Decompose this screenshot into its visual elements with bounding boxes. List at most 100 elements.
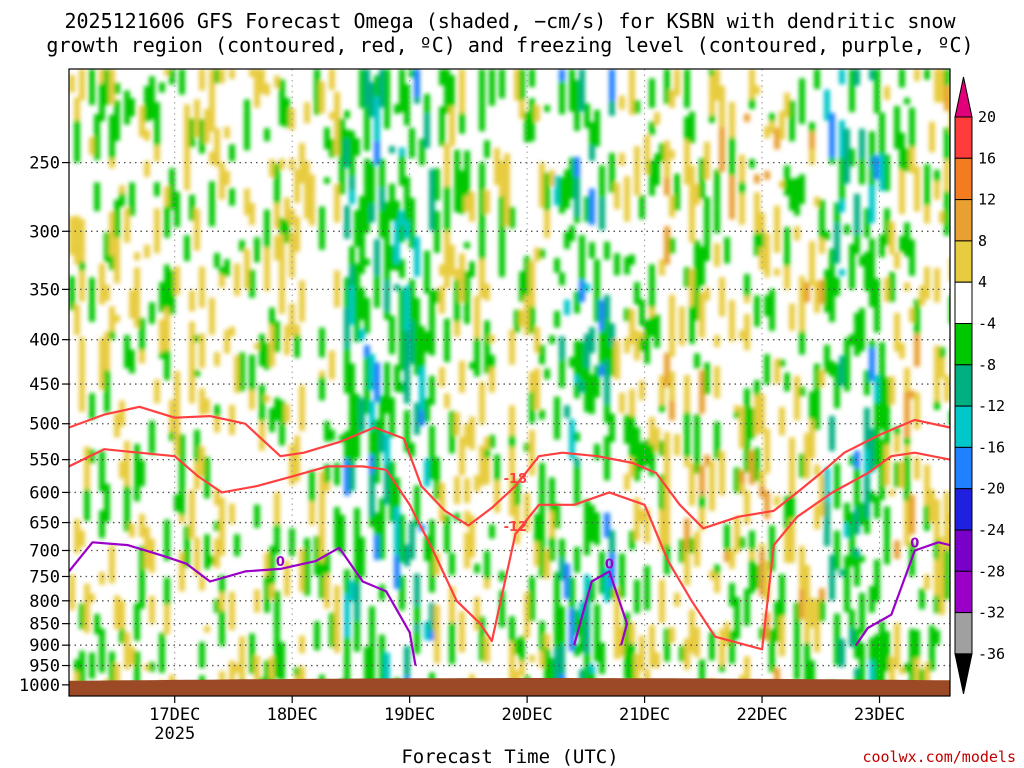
omega-cell — [669, 310, 675, 341]
colorbar-segment-2 — [954, 199, 973, 242]
omega-cell — [624, 308, 630, 322]
omega-cell — [409, 521, 415, 560]
omega-cell — [699, 292, 705, 339]
contour-lines: -18 -12 0 0 0 — [69, 405, 950, 666]
omega-cell — [194, 370, 200, 377]
omega-cell — [384, 652, 390, 695]
omega-cell — [79, 650, 85, 693]
omega-cell — [459, 611, 465, 653]
omega-cell — [544, 549, 550, 579]
omega-cell — [794, 375, 800, 421]
omega-cell — [584, 621, 590, 654]
omega-cell — [439, 367, 445, 387]
omega-cell — [374, 96, 380, 141]
omega-cell — [269, 159, 275, 178]
omega-cell — [904, 437, 910, 446]
omega-cell — [384, 238, 390, 281]
omega-cell — [779, 359, 785, 367]
omega-cell — [714, 564, 720, 575]
omega-cell — [759, 393, 765, 434]
omega-cell — [524, 256, 530, 296]
omega-cell — [869, 238, 875, 251]
omega-cell — [434, 552, 440, 576]
omega-cell — [479, 191, 485, 229]
omega-cell — [619, 152, 625, 166]
omega-cell — [254, 237, 260, 263]
omega-cell — [399, 147, 405, 156]
omega-cell — [89, 277, 95, 322]
omega-cell — [244, 188, 250, 216]
omega-cell — [294, 334, 300, 358]
omega-cell — [599, 642, 605, 675]
omega-cell — [584, 367, 590, 413]
omega-cell — [814, 404, 820, 430]
omega-cell — [554, 396, 560, 440]
colorbar-segment-1 — [954, 157, 973, 201]
omega-cell — [229, 144, 235, 162]
omega-cell — [269, 584, 275, 600]
omega-cell — [304, 180, 310, 220]
omega-cell — [119, 460, 125, 479]
x-tick-label-1: 18DEC — [267, 705, 318, 725]
omega-cell — [339, 118, 345, 161]
omega-cell — [474, 295, 480, 338]
omega-cell — [364, 258, 370, 266]
omega-cell — [574, 340, 580, 362]
omega-cell — [719, 85, 725, 128]
omega-cell — [89, 393, 95, 401]
omega-cell — [164, 350, 170, 381]
omega-cell — [574, 80, 580, 124]
omega-cell — [219, 497, 225, 538]
omega-cell — [544, 105, 550, 112]
omega-cell — [889, 221, 895, 240]
omega-cell — [329, 612, 335, 648]
omega-cell — [289, 444, 295, 486]
omega-cell — [334, 507, 340, 550]
omega-cell — [479, 381, 485, 425]
omega-cell — [324, 464, 330, 483]
omega-cell — [159, 281, 165, 303]
omega-cell — [844, 523, 850, 538]
omega-cell — [219, 610, 225, 646]
omega-cell — [579, 617, 585, 653]
omega-cell — [164, 604, 170, 635]
omega-cell — [679, 306, 685, 346]
omega-cell — [684, 457, 690, 467]
omega-cell — [934, 345, 940, 392]
omega-cell — [149, 420, 155, 433]
omega-cell — [699, 158, 705, 199]
omega-cell — [69, 216, 75, 256]
omega-cell — [629, 457, 635, 477]
omega-cell — [919, 285, 925, 306]
omega-cell — [119, 600, 125, 630]
omega-cell — [124, 219, 130, 243]
omega-cell — [904, 367, 910, 392]
omega-cell — [509, 207, 515, 229]
omega-cell — [629, 254, 635, 265]
omega-cell — [539, 650, 545, 669]
omega-cell — [589, 242, 595, 259]
omega-cell — [184, 235, 190, 262]
omega-cell — [804, 282, 810, 303]
omega-cell — [459, 69, 465, 113]
omega-cell — [284, 560, 290, 597]
omega-cell — [694, 414, 700, 450]
omega-cell — [884, 376, 890, 417]
omega-cell — [739, 154, 745, 182]
omega-cell — [789, 311, 795, 331]
omega-cell — [319, 327, 325, 358]
omega-cell — [374, 239, 380, 276]
omega-cell — [164, 577, 170, 605]
omega-cell — [744, 490, 750, 525]
omega-cell — [689, 609, 695, 654]
omega-cell — [389, 315, 395, 355]
omega-cell — [894, 426, 900, 436]
omega-cell — [799, 78, 805, 124]
omega-cell — [739, 537, 745, 549]
omega-cell — [434, 457, 440, 500]
omega-cell — [609, 413, 615, 443]
omega-cell — [579, 280, 585, 302]
colorbar-top-arrow — [954, 76, 973, 118]
omega-cell — [759, 247, 765, 270]
omega-cell — [324, 553, 330, 575]
